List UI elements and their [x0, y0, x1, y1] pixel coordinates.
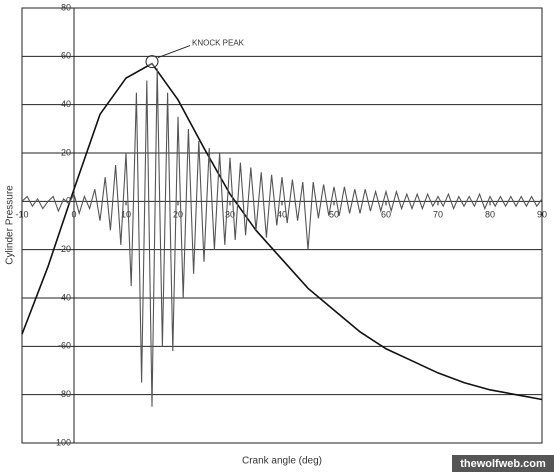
annotation-leader — [157, 45, 191, 59]
x-tick-label: 20 — [173, 210, 183, 220]
y-tick-label: 80 — [61, 2, 71, 12]
x-tick-label: 50 — [329, 210, 339, 220]
x-tick-label: 40 — [277, 210, 287, 220]
x-tick-label: 60 — [381, 210, 391, 220]
x-tick-label: 10 — [121, 210, 131, 220]
y-tick-label: 60 — [61, 51, 71, 61]
annotation-circle — [145, 55, 159, 69]
y-tick-label: 0 — [66, 196, 71, 206]
series-line — [21, 62, 543, 401]
y-tick-label: -80 — [58, 389, 71, 399]
annotation: KNOCK PEAK — [192, 39, 245, 48]
y-tick-label: 20 — [61, 147, 71, 157]
y-tick-label: -60 — [58, 341, 71, 351]
x-axis-title: Crank angle (deg) — [242, 456, 322, 467]
watermark-bg — [452, 455, 554, 472]
plot-frame — [21, 7, 543, 444]
x-tick-label: 90 — [537, 210, 547, 220]
y-tick-label: -20 — [58, 244, 71, 254]
y-tick-label: -100 — [53, 437, 71, 447]
x-tick-label: 80 — [485, 210, 495, 220]
x-tick-label: 70 — [433, 210, 443, 220]
series-line — [21, 68, 543, 407]
y-tick-label: -40 — [58, 292, 71, 302]
watermark: thewolfweb.com — [460, 458, 546, 470]
x-tick-label: 0 — [71, 210, 76, 220]
y-axis-title: Cylinder Pressure — [5, 185, 16, 265]
y-tick-label: 40 — [61, 99, 71, 109]
x-tick-label: -10 — [15, 210, 28, 220]
x-tick-label: 30 — [225, 210, 235, 220]
